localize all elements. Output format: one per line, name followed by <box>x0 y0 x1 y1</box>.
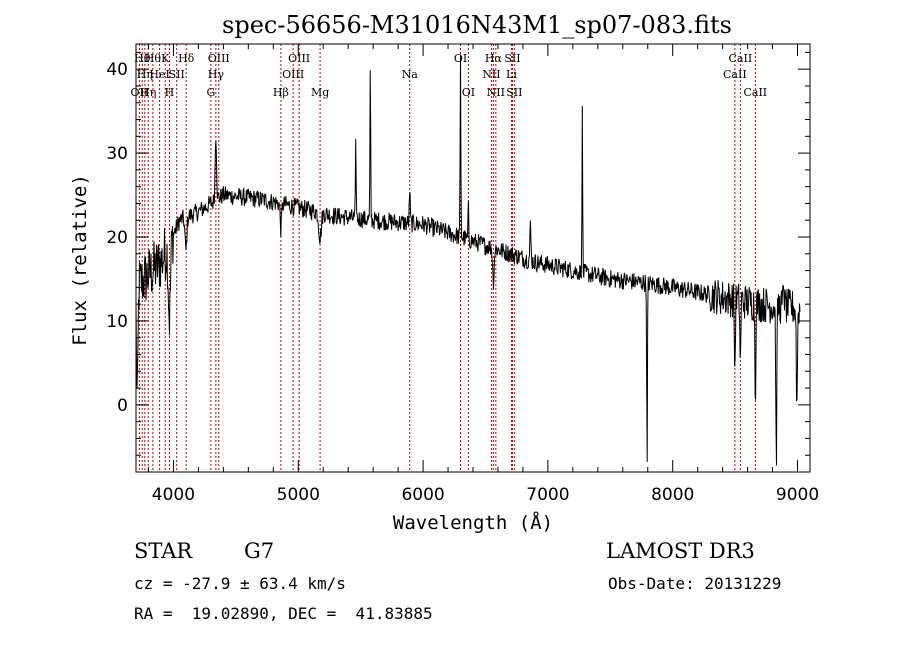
line-label-11: Hγ <box>208 68 225 81</box>
line-label-16: Mg <box>311 86 329 99</box>
line-label-4: Hθ <box>145 52 162 65</box>
x-tick-label-5: 9000 <box>776 485 819 505</box>
line-label-21: Hα <box>485 52 503 65</box>
line-label-12: OIII <box>208 52 230 65</box>
y-tick-label-0: 0 <box>117 396 128 416</box>
emission-line-markers <box>138 44 756 472</box>
line-label-2: Hη <box>137 68 153 81</box>
object-subclass: G7 <box>244 539 275 563</box>
line-label-15: OIII <box>288 52 310 65</box>
y-tick-label-1: 10 <box>106 312 128 332</box>
line-label-9: Hδ <box>178 52 195 65</box>
line-label-13: Hβ <box>273 86 289 99</box>
x-tick-label-1: 5000 <box>277 485 320 505</box>
line-label-24: SII <box>504 52 520 65</box>
object-class: STAR <box>134 539 193 563</box>
y-tick-label-4: 40 <box>106 60 128 80</box>
line-label-23: Li <box>506 68 517 81</box>
line-label-7: H <box>165 86 175 99</box>
x-tick-label-4: 8000 <box>651 485 694 505</box>
line-label-14: OIII <box>282 68 304 81</box>
emission-line-labels: OII Hθ Hη Hη Hθ HeI K H SII Hδ G Hγ OIII Hβ OIII OIII Mg… <box>131 52 768 99</box>
x-tick-label-2: 6000 <box>401 485 444 505</box>
observation-date: Obs-Date: 20131229 <box>608 574 782 593</box>
line-label-26: CaII <box>723 68 747 81</box>
line-label-5: HeI <box>149 68 169 81</box>
line-label-22: NII <box>487 86 505 99</box>
line-label-10: G <box>206 86 215 99</box>
x-tick-label-0: 4000 <box>152 485 195 505</box>
line-label-1: Hθ <box>134 52 151 65</box>
y-axis-label: Flux (relative) <box>69 174 91 346</box>
line-label-27: CaII <box>729 52 753 65</box>
redshift-velocity: cz = -27.9 ± 63.4 km/s <box>134 574 346 593</box>
x-axis-label: Wavelength (Å) <box>393 511 553 534</box>
plot-frame <box>135 43 811 473</box>
chart-title: spec-56656-M31016N43M1_sp07-083.fits <box>222 11 732 39</box>
line-label-19: OI <box>462 86 475 99</box>
line-label-17: Na <box>402 68 419 81</box>
axis-ticks: 4000 5000 6000 7000 8000 9000 0 10 20 30 40 <box>106 44 819 505</box>
line-label-3: Hη <box>140 86 156 99</box>
y-tick-label-2: 20 <box>106 228 128 248</box>
line-label-6: K <box>161 52 170 65</box>
line-label-8: SII <box>169 68 185 81</box>
line-label-20: NII <box>482 68 500 81</box>
line-label-0: OII <box>131 86 149 99</box>
sky-coordinates: RA = 19.02890, DEC = 41.83885 <box>134 604 433 623</box>
survey-name: LAMOST DR3 <box>606 539 755 563</box>
y-tick-label-3: 30 <box>106 144 128 164</box>
spectrum-line <box>135 55 801 466</box>
line-label-25: SII <box>506 86 522 99</box>
line-label-28: CaII <box>743 86 767 99</box>
x-tick-label-3: 7000 <box>526 485 569 505</box>
